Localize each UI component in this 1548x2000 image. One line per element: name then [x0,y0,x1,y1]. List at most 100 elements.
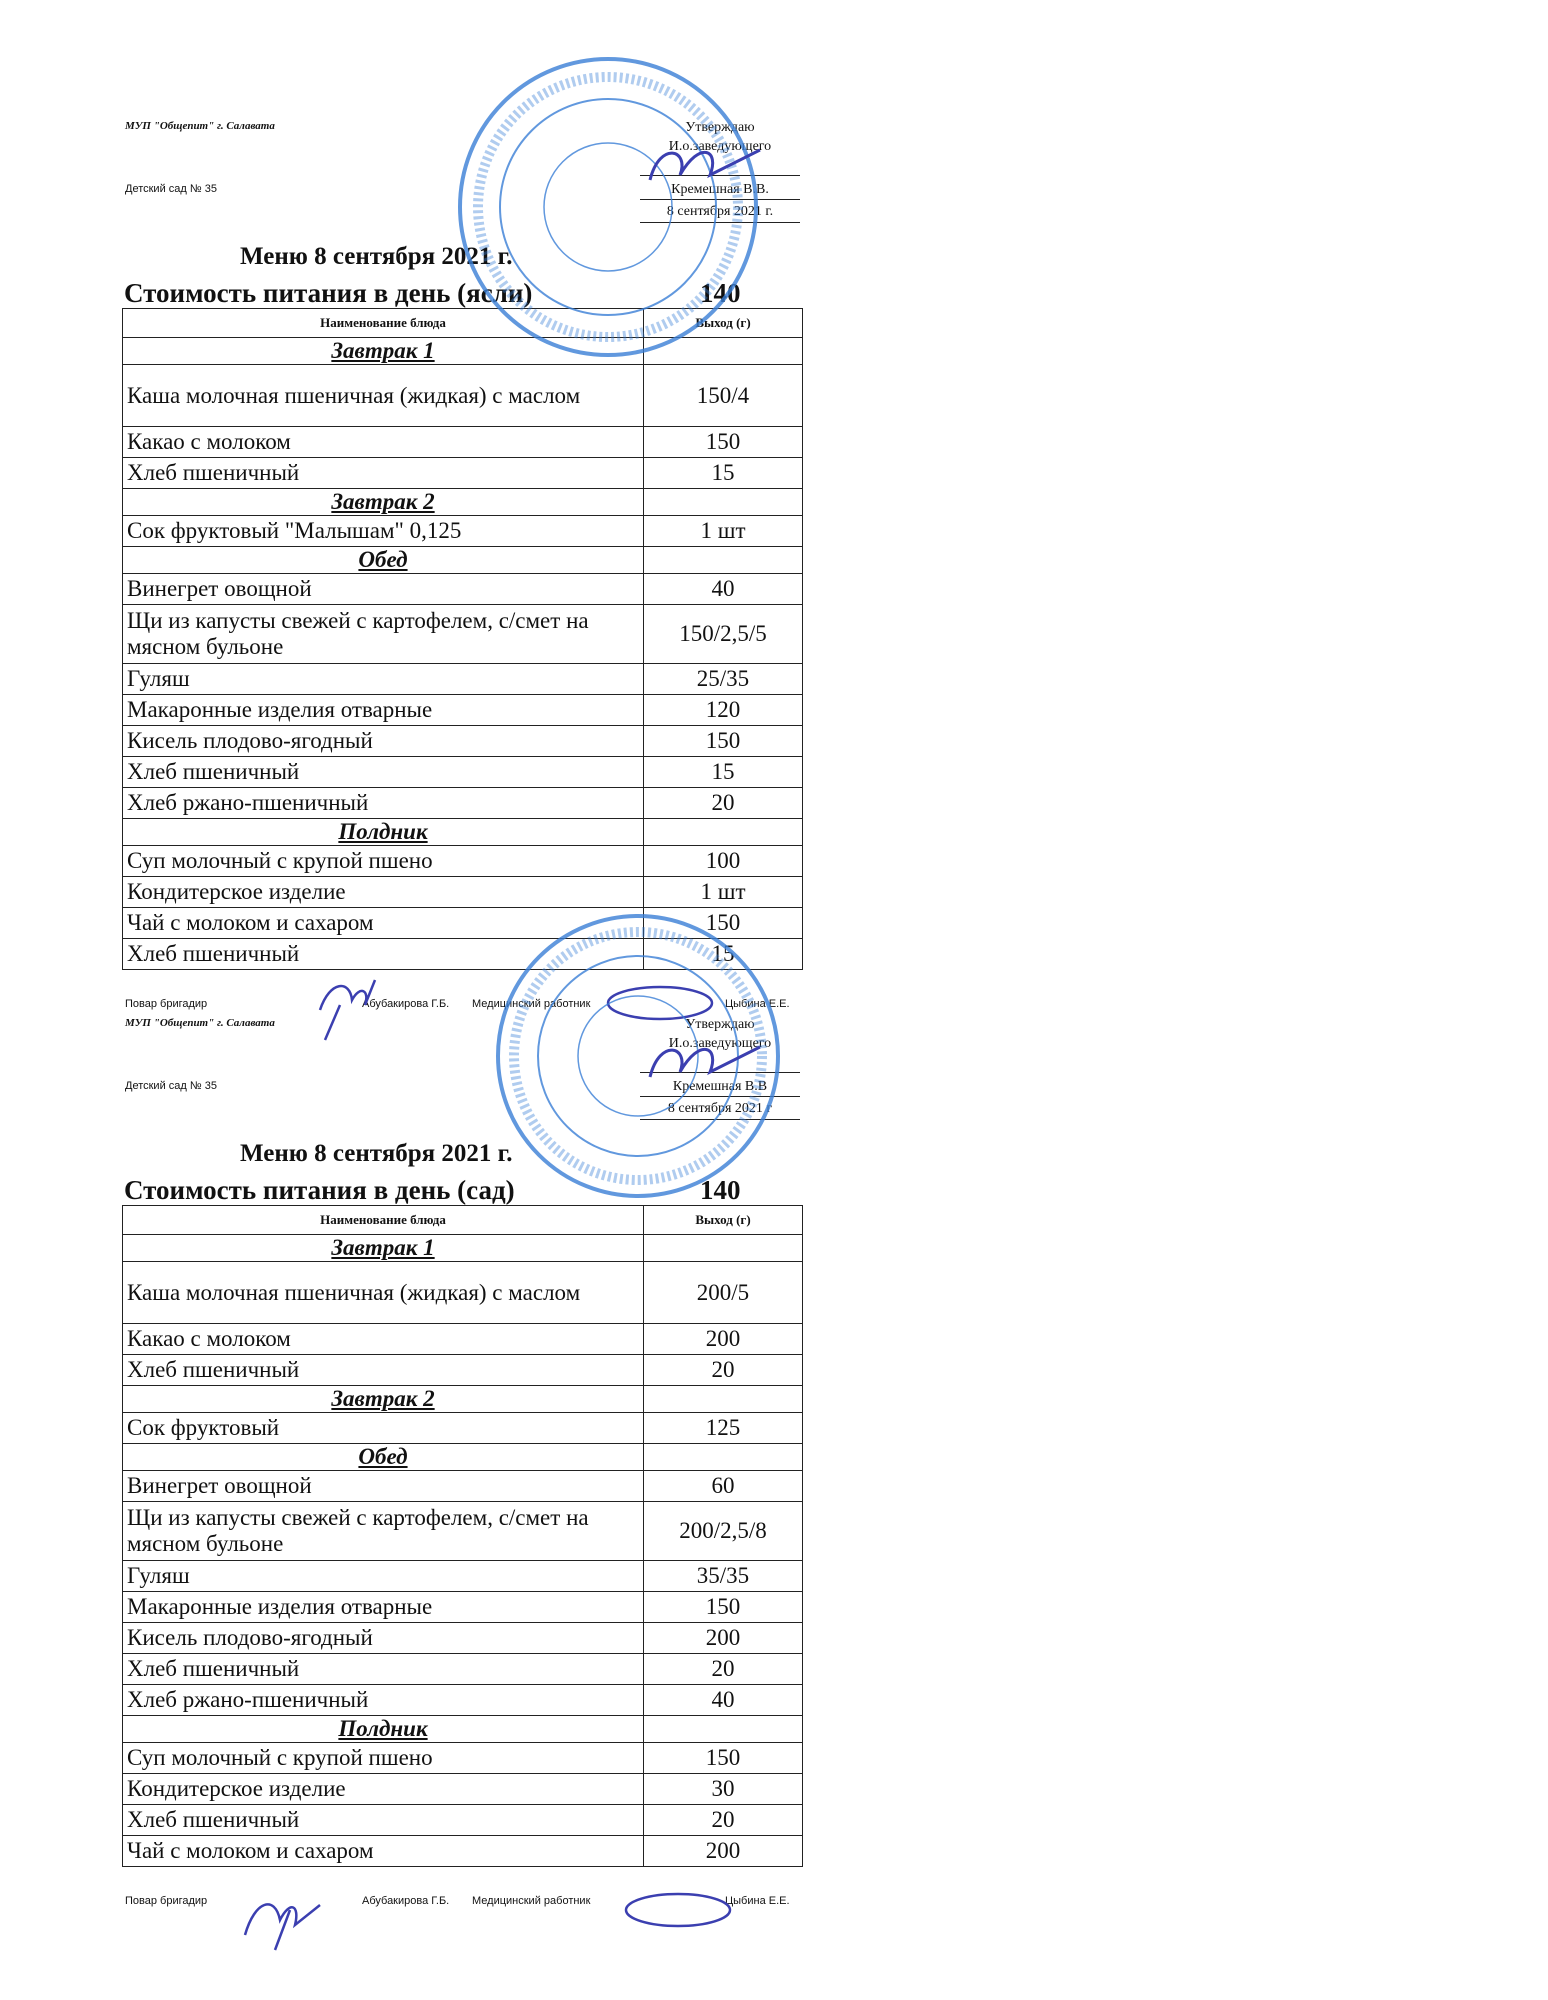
approver-name: Кремешная В.В. [671,182,769,197]
dish-output: 150/2,5/5 [643,604,803,664]
dish-output [643,1385,803,1413]
dish-name: Сок фруктовый "Малышам" 0,125 [122,515,644,547]
dish-row: Суп молочный с крупой пшено 150 [122,1742,803,1774]
menu-table: Наименование блюда Выход (г) Завтрак 1 К… [122,308,803,970]
dish-name: Макаронные изделия отварные [122,1591,644,1623]
dish-row: Хлеб пшеничный 20 [122,1804,803,1836]
cook-name: Абубакирова Г.Б. [362,998,450,1010]
dish-output: 200/5 [643,1261,803,1324]
organization: МУП "Общепит" г. Салавата [125,1017,275,1029]
cost-value: 140 [700,278,741,308]
dish-output: 15 [643,457,803,489]
dish-name: Каша молочная пшеничная (жидкая) с масло… [122,1261,644,1324]
dish-name: Хлеб пшеничный [122,1804,644,1836]
meal-section-row: Обед [122,546,803,574]
dish-row: Суп молочный с крупой пшено 100 [122,845,803,877]
menu-table: Наименование блюда Выход (г) Завтрак 1 К… [122,1205,803,1867]
dish-row: Каша молочная пшеничная (жидкая) с масло… [122,1261,803,1324]
dish-row: Хлеб пшеничный 15 [122,457,803,489]
dish-name: Хлеб пшеничный [122,1354,644,1386]
dish-name: Полдник [122,1715,644,1743]
dish-output: 200/2,5/8 [643,1501,803,1561]
table-header: Наименование блюда Выход (г) [122,1205,803,1235]
table-header: Наименование блюда Выход (г) [122,308,803,338]
kindergarten: Детский сад № 35 [125,1080,217,1092]
dish-name: Хлеб ржано-пшеничный [122,787,644,819]
kindergarten: Детский сад № 35 [125,183,217,195]
meal-section-row: Завтрак 1 [122,337,803,365]
meal-section-row: Завтрак 2 [122,1385,803,1413]
dish-name: Чай с молоком и сахаром [122,907,644,939]
dish-output: 20 [643,1804,803,1836]
approval-date: 8 сентября 2021 г [667,1101,773,1116]
dish-row: Хлеб пшеничный 15 [122,756,803,788]
approver-position: И.о.заведующего [668,1036,772,1051]
dish-row: Сок фруктовый 125 [122,1412,803,1444]
dish-name: Хлеб пшеничный [122,457,644,489]
dish-name: Какао с молоком [122,1323,644,1355]
dish-row: Макаронные изделия отварные 150 [122,1591,803,1623]
dish-name: Обед [122,546,644,574]
dish-name: Хлеб ржано-пшеничный [122,1684,644,1716]
medic-label: Медицинский работник [472,1895,591,1907]
dish-row: Какао с молоком 150 [122,426,803,458]
dish-output: 40 [643,1684,803,1716]
dish-row: Гуляш 35/35 [122,1560,803,1592]
dish-name: Суп молочный с крупой пшено [122,1742,644,1774]
meal-section-row: Полдник [122,818,803,846]
dish-row: Каша молочная пшеничная (жидкая) с масло… [122,364,803,427]
dish-output: 200 [643,1323,803,1355]
cost-value: 140 [700,1175,741,1205]
dish-name: Кисель плодово-ягодный [122,1622,644,1654]
dish-name: Макаронные изделия отварные [122,694,644,726]
divider [640,1119,800,1120]
menu-title: Меню 8 сентября 2021 г. [240,243,513,270]
dish-name: Кондитерское изделие [122,1773,644,1805]
dish-output [643,488,803,516]
dish-name: Кисель плодово-ягодный [122,725,644,757]
dish-name: Винегрет овощной [122,573,644,605]
dish-row: Какао с молоком 200 [122,1323,803,1355]
divider [640,222,800,223]
dish-output: 120 [643,694,803,726]
dish-output: 200 [643,1622,803,1654]
dish-row: Винегрет овощной 60 [122,1470,803,1502]
meal-section-row: Обед [122,1443,803,1471]
menu-block: МУП "Общепит" г. Салавата Детский сад № … [0,897,1548,1951]
dish-row: Сок фруктовый "Малышам" 0,125 1 шт [122,515,803,547]
dish-row: Винегрет овощной 40 [122,573,803,605]
menu-block: МУП "Общепит" г. Салавата Детский сад № … [0,0,1548,1041]
approver-name: Кремешная В.В [672,1079,768,1094]
dish-name: Суп молочный с крупой пшено [122,845,644,877]
dish-name: Завтрак 1 [122,1234,644,1262]
dish-output: 35/35 [643,1560,803,1592]
dish-output: 150 [643,1591,803,1623]
dish-output [643,818,803,846]
dish-output [643,1234,803,1262]
medic-name: Цыбина Е.Е. [725,1895,790,1907]
meal-section-row: Завтрак 1 [122,1234,803,1262]
cook-signature [243,1903,321,1951]
approve-label: Утверждаю [685,120,755,135]
dish-name: Гуляш [122,1560,644,1592]
divider [640,1096,800,1097]
dish-name: Щи из капусты свежей с картофелем, с/сме… [122,1501,644,1561]
dish-row: Хлеб ржано-пшеничный 40 [122,1684,803,1716]
meal-section-row: Завтрак 2 [122,488,803,516]
dish-name: Завтрак 2 [122,1385,644,1413]
approval-date: 8 сентября 2021 г. [666,204,774,219]
dish-row: Чай с молоком и сахаром 200 [122,1835,803,1867]
dish-output: 1 шт [643,515,803,547]
dish-name: Щи из капусты свежей с картофелем, с/сме… [122,604,644,664]
dish-row: Хлеб пшеничный 20 [122,1354,803,1386]
dish-row: Кисель плодово-ягодный 200 [122,1622,803,1654]
dish-output: 30 [643,1773,803,1805]
divider [640,199,800,200]
dish-name: Хлеб пшеничный [122,756,644,788]
dish-name: Чай с молоком и сахаром [122,1835,644,1867]
dish-output: 150 [643,725,803,757]
dish-name: Гуляш [122,663,644,695]
cook-label: Повар бригадир [125,1895,208,1907]
dish-output: 150/4 [643,364,803,427]
dish-output: 150 [643,426,803,458]
